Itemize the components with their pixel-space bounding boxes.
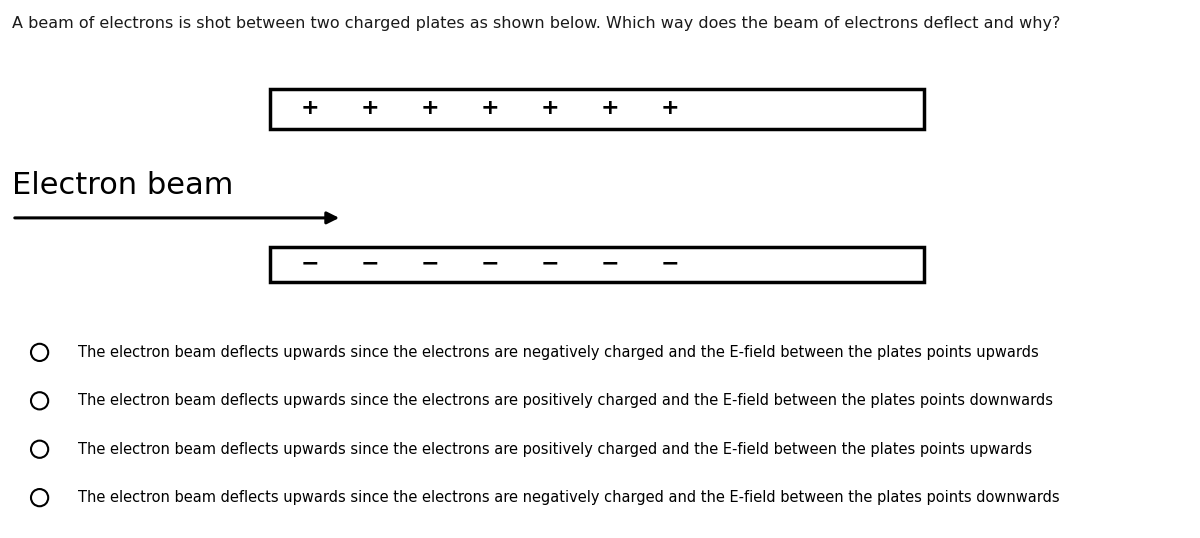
Text: −: − bbox=[600, 253, 619, 274]
Bar bbox=[270, 247, 924, 282]
Text: +: + bbox=[600, 97, 619, 118]
Text: −: − bbox=[300, 253, 319, 274]
Text: +: + bbox=[540, 97, 559, 118]
Text: +: + bbox=[300, 97, 319, 118]
Text: −: − bbox=[360, 253, 379, 274]
Text: −: − bbox=[540, 253, 559, 274]
Bar bbox=[270, 89, 924, 129]
Text: +: + bbox=[660, 97, 679, 118]
Text: Electron beam: Electron beam bbox=[12, 171, 233, 200]
Text: −: − bbox=[480, 253, 499, 274]
Text: +: + bbox=[420, 97, 439, 118]
Text: +: + bbox=[360, 97, 379, 118]
Text: The electron beam deflects upwards since the electrons are negatively charged an: The electron beam deflects upwards since… bbox=[78, 345, 1039, 360]
Text: The electron beam deflects upwards since the electrons are negatively charged an: The electron beam deflects upwards since… bbox=[78, 490, 1060, 505]
Text: The electron beam deflects upwards since the electrons are positively charged an: The electron beam deflects upwards since… bbox=[78, 442, 1032, 457]
Text: −: − bbox=[420, 253, 439, 274]
Text: −: − bbox=[660, 253, 679, 274]
Text: +: + bbox=[480, 97, 499, 118]
Text: The electron beam deflects upwards since the electrons are positively charged an: The electron beam deflects upwards since… bbox=[78, 393, 1054, 408]
Text: A beam of electrons is shot between two charged plates as shown below. Which way: A beam of electrons is shot between two … bbox=[12, 16, 1061, 31]
